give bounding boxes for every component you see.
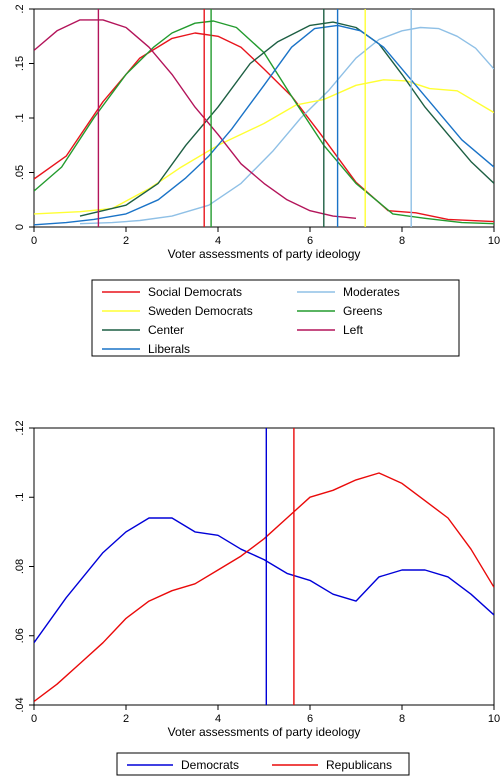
x-tick-label: 0 xyxy=(31,235,37,247)
x-tick-label: 4 xyxy=(215,713,221,725)
legend-item-democrats: Democrats xyxy=(127,758,239,772)
series-line-democrats xyxy=(34,517,494,644)
y-tick-label: .2 xyxy=(14,4,26,13)
legend-label-center: Center xyxy=(148,323,184,337)
legend-label-left: Left xyxy=(343,323,364,337)
x-tick-label: 2 xyxy=(123,713,129,725)
sweden-party-ideology-chart: 0 2 4 6 8 10 0 .05 .1 .15 .2 Voter assessments of p… xyxy=(14,4,500,357)
series-line-social-democrats xyxy=(34,32,494,223)
legend-box xyxy=(116,752,410,776)
us-party-ideology-chart: 0 2 4 6 8 10 .04 .06 .08 .1 .12 Voter assessments o… xyxy=(14,420,500,776)
legend-item-republicans: Republicans xyxy=(272,758,392,772)
legend-label-democrats: Democrats xyxy=(181,758,239,772)
y-tick-label: .1 xyxy=(14,493,26,502)
y-tick-label: .12 xyxy=(14,420,26,435)
legend-item-moderates: Moderates xyxy=(297,285,400,299)
y-tick-label: .15 xyxy=(14,56,26,71)
x-tick-label: 2 xyxy=(123,235,129,247)
legend-item-left: Left xyxy=(297,323,364,337)
y-tick-label: .05 xyxy=(14,165,26,180)
y-tick-label: .04 xyxy=(14,697,26,712)
series-line-greens xyxy=(34,20,494,225)
series-line-center xyxy=(79,21,494,217)
x-tick-label: 6 xyxy=(307,235,313,247)
x-tick-label: 10 xyxy=(488,713,500,725)
legend-item-liberals: Liberals xyxy=(102,342,190,356)
series-line-liberals xyxy=(34,24,494,226)
plot-frame xyxy=(33,427,495,706)
series-line-sweden-democrats xyxy=(34,79,494,215)
legend-label-republicans: Republicans xyxy=(326,758,392,772)
x-tick-label: 10 xyxy=(488,235,500,247)
plot-area xyxy=(34,428,494,705)
x-tick-label: 8 xyxy=(399,713,405,725)
legend-label-moderates: Moderates xyxy=(343,285,400,299)
legend-item-sweden-democrats: Sweden Democrats xyxy=(102,304,253,318)
y-tick-label: .08 xyxy=(14,559,26,574)
x-tick-label: 4 xyxy=(215,235,221,247)
series-line-republicans xyxy=(34,472,494,703)
x-tick-label: 0 xyxy=(31,713,37,725)
y-tick-label: .1 xyxy=(14,113,26,122)
legend-label-social-democrats: Social Democrats xyxy=(148,285,242,299)
plot-area xyxy=(34,9,494,227)
x-tick-label: 6 xyxy=(307,713,313,725)
y-tick-label: 0 xyxy=(14,224,26,230)
y-tick-label: .06 xyxy=(14,628,26,643)
legend-label-sweden-democrats: Sweden Democrats xyxy=(148,304,253,318)
series-line-left xyxy=(34,19,357,219)
legend-label-liberals: Liberals xyxy=(148,342,190,356)
x-tick-label: 8 xyxy=(399,235,405,247)
legend-label-greens: Greens xyxy=(343,304,382,318)
plot-frame xyxy=(33,8,495,228)
x-axis-title: Voter assessments of party ideology xyxy=(168,725,361,739)
legend-item-greens: Greens xyxy=(297,304,382,318)
series-line-moderates xyxy=(79,26,494,225)
x-axis-title: Voter assessments of party ideology xyxy=(168,247,361,261)
legend-item-center: Center xyxy=(102,323,184,337)
legend-box xyxy=(91,279,460,357)
legend-item-social-democrats: Social Democrats xyxy=(102,285,242,299)
